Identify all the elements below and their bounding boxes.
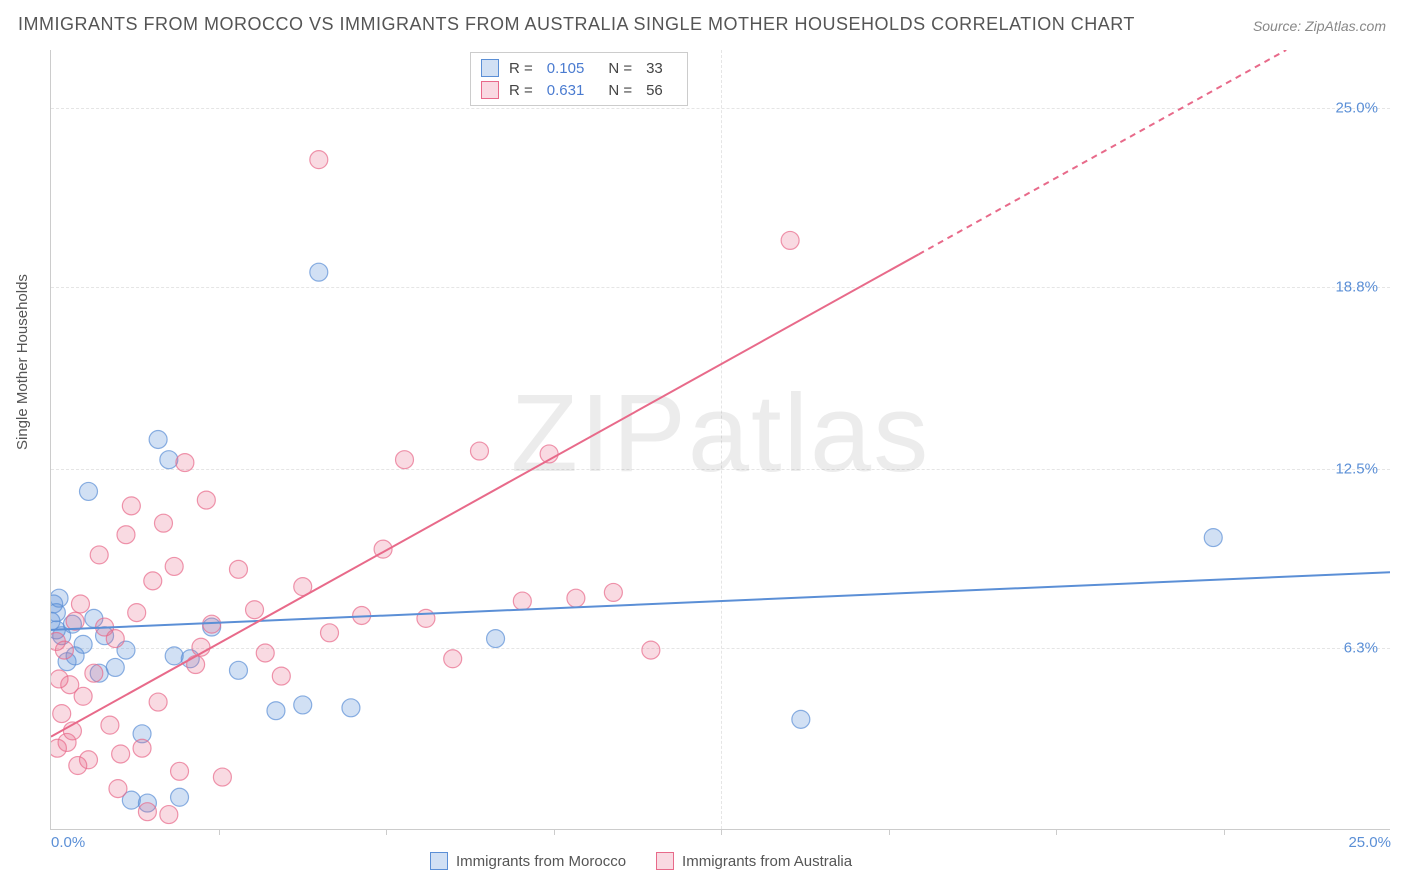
data-point [229,661,247,679]
data-point [66,612,84,630]
data-point [128,604,146,622]
data-point [310,151,328,169]
legend-series-label: Immigrants from Morocco [456,853,626,870]
r-label: R = [509,60,533,77]
x-tick-mark [554,829,555,835]
x-tick-mark [219,829,220,835]
data-point [101,716,119,734]
data-point [781,231,799,249]
data-point [567,589,585,607]
x-tick-mark [889,829,890,835]
r-label: R = [509,82,533,99]
data-point [171,788,189,806]
data-point [396,451,414,469]
plot-area: ZIPatlas 6.3%12.5%18.8%25.0%0.0%25.0% [50,50,1390,830]
data-point [85,664,103,682]
data-point [165,557,183,575]
data-point [106,630,124,648]
x-tick-mark [721,829,722,835]
r-value: 0.631 [547,82,585,99]
x-tick-mark [1224,829,1225,835]
data-point [149,431,167,449]
x-tick-mark [1056,829,1057,835]
data-point [160,806,178,824]
data-point [154,514,172,532]
legend-swatch [481,59,499,77]
r-value: 0.105 [547,60,585,77]
legend-swatch [481,81,499,99]
data-point [144,572,162,590]
data-point [294,696,312,714]
data-point [444,650,462,668]
trend-line [51,254,919,736]
data-point [106,658,124,676]
data-point [71,595,89,613]
legend-correlation-row: R = 0.105 N = 33 [481,57,677,79]
data-point [74,687,92,705]
data-point [55,641,73,659]
data-point [160,451,178,469]
data-point [149,693,167,711]
data-point [321,624,339,642]
data-point [176,454,194,472]
chart-title: IMMIGRANTS FROM MOROCCO VS IMMIGRANTS FR… [18,14,1135,35]
x-tick-label: 0.0% [51,834,85,851]
data-point [171,762,189,780]
legend-swatch [656,852,674,870]
data-point [470,442,488,460]
trend-line-dashed [919,50,1287,254]
legend-swatch [430,852,448,870]
data-point [117,526,135,544]
legend-series: Immigrants from Morocco Immigrants from A… [430,852,852,870]
data-point [513,592,531,610]
x-tick-mark [386,829,387,835]
data-point [229,560,247,578]
data-point [109,780,127,798]
n-label: N = [608,60,632,77]
data-point [246,601,264,619]
legend-series-item: Immigrants from Morocco [430,852,626,870]
data-point [51,739,66,757]
data-point [133,739,151,757]
data-point [122,497,140,515]
data-point [213,768,231,786]
data-point [487,630,505,648]
data-point [604,583,622,601]
legend-series-item: Immigrants from Australia [656,852,852,870]
chart-container: IMMIGRANTS FROM MOROCCO VS IMMIGRANTS FR… [0,0,1406,892]
data-point [79,482,97,500]
data-point [1204,529,1222,547]
data-point [90,546,108,564]
data-point [197,491,215,509]
data-point [165,647,183,665]
data-point [74,635,92,653]
data-point [112,745,130,763]
data-point [792,710,810,728]
data-point [272,667,290,685]
data-point [310,263,328,281]
data-point [342,699,360,717]
legend-series-label: Immigrants from Australia [682,853,852,870]
data-point [417,609,435,627]
y-axis-label: Single Mother Households [14,274,31,450]
legend-correlation-row: R = 0.631 N = 56 [481,79,677,101]
source-label: Source: ZipAtlas.com [1253,18,1386,34]
legend-correlation: R = 0.105 N = 33 R = 0.631 N = 56 [470,52,688,106]
data-point [138,803,156,821]
data-point [187,656,205,674]
n-value: 33 [646,60,663,77]
data-point [642,641,660,659]
n-label: N = [608,82,632,99]
data-point [267,702,285,720]
data-point [53,705,71,723]
n-value: 56 [646,82,663,99]
x-tick-label: 25.0% [1348,834,1391,851]
data-point [79,751,97,769]
data-point [256,644,274,662]
plot-svg [51,50,1390,829]
